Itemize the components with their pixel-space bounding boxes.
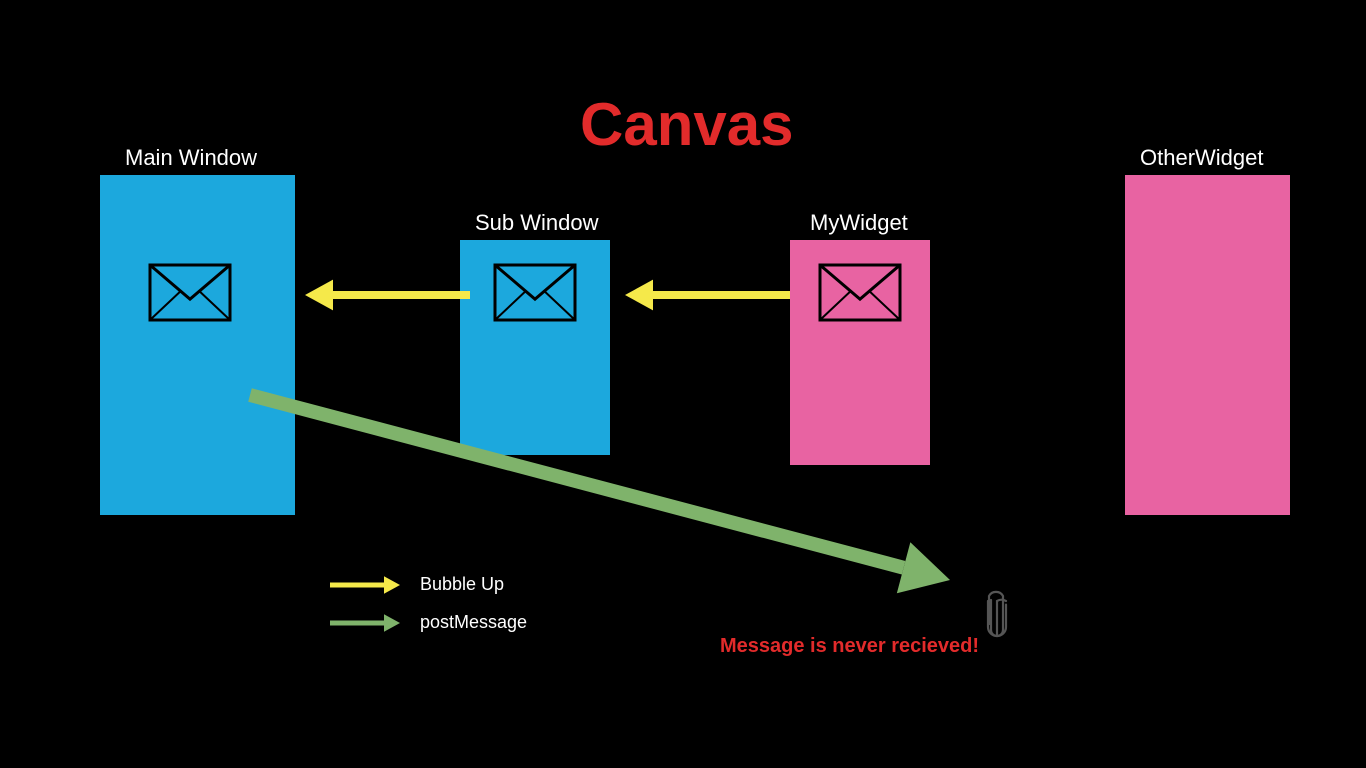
node-main-window [100,175,295,515]
arrow-bubble-0 [305,280,470,311]
node-other-widget [1125,175,1290,515]
node-my-widget [790,240,930,465]
diagram-stage [0,0,1366,768]
legend-arrow-1 [330,614,400,632]
arrow-bubble-1 [625,280,790,311]
legend-arrow-0 [330,576,400,594]
node-sub-window [460,240,610,455]
paperclip-icon [988,592,1006,636]
